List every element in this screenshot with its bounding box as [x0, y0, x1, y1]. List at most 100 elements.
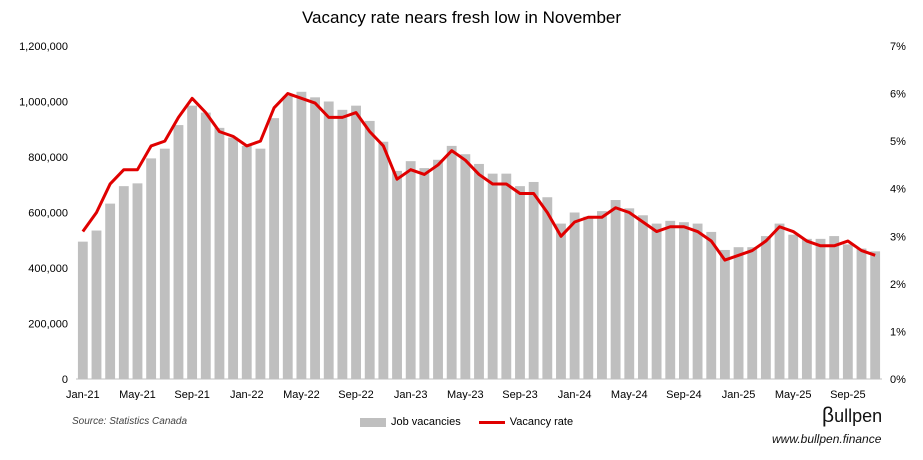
legend: Job vacancies Vacancy rate: [360, 416, 591, 428]
bar-job-vacancies: [624, 208, 635, 379]
bar-job-vacancies: [774, 223, 785, 379]
bar-job-vacancies: [337, 109, 348, 379]
bar-job-vacancies: [200, 112, 211, 379]
bar-job-vacancies: [91, 230, 102, 379]
brand-beta-glyph: β: [822, 404, 835, 427]
bar-job-vacancies: [378, 141, 389, 379]
bar-job-vacancies: [433, 159, 443, 379]
y-left-tick-label: 200,000: [28, 319, 68, 331]
x-tick-label: Jan-25: [722, 389, 756, 400]
legend-label-vacancy-rate: Vacancy rate: [509, 416, 574, 428]
bar-job-vacancies: [829, 236, 840, 379]
website-url: www.bullpen.finance: [772, 432, 882, 446]
bar-job-vacancies: [419, 168, 430, 379]
source-note: Source: Statistics Canada: [72, 416, 188, 427]
bar-job-vacancies: [542, 197, 553, 379]
bar-job-vacancies: [801, 238, 812, 379]
y-right-tick-label: 0%: [890, 374, 906, 386]
bar-job-vacancies: [405, 161, 416, 379]
x-tick-label: Sep-22: [338, 389, 373, 400]
bar-job-vacancies: [842, 244, 853, 379]
bar-job-vacancies: [228, 137, 239, 379]
bar-job-vacancies: [651, 223, 662, 379]
y-right-tick-label: 2%: [890, 279, 906, 291]
bar-job-vacancies: [597, 211, 607, 379]
bar-job-vacancies: [706, 231, 717, 379]
bar-job-vacancies: [282, 95, 293, 379]
bar-job-vacancies: [187, 105, 198, 379]
y-left-tick-label: 0: [62, 374, 68, 386]
y-right-tick-label: 1%: [890, 326, 906, 338]
bar-job-vacancies: [351, 105, 361, 379]
bar-job-vacancies: [446, 145, 457, 379]
x-tick-label: May-22: [283, 389, 320, 400]
bar-job-vacancies: [556, 223, 566, 379]
legend-swatch-bar: [360, 417, 386, 427]
bar-job-vacancies: [515, 186, 525, 379]
line-vacancy-rate: [81, 92, 876, 262]
bar-job-vacancies: [269, 118, 280, 380]
bar-job-vacancies: [747, 247, 758, 379]
bar-job-vacancies: [392, 170, 402, 380]
brand-name: ullpen: [834, 406, 883, 426]
bar-job-vacancies: [665, 220, 676, 379]
bar-job-vacancies: [638, 215, 648, 379]
legend-item-vacancy-rate: Vacancy rate: [478, 416, 574, 428]
bar-job-vacancies: [132, 183, 143, 379]
legend-label-job-vacancies: Job vacancies: [391, 416, 461, 428]
bar-job-vacancies: [460, 154, 471, 379]
bar-job-vacancies: [501, 173, 512, 379]
bar-job-vacancies: [310, 97, 320, 379]
bar-job-vacancies: [487, 173, 498, 379]
x-tick-label: Sep-21: [174, 389, 209, 400]
bar-job-vacancies: [610, 200, 621, 379]
bar-job-vacancies: [528, 181, 539, 379]
line-layer: [81, 92, 876, 262]
brand-logo: βullpen: [822, 404, 882, 428]
x-tick-label: Sep-23: [502, 389, 537, 400]
bar-job-vacancies: [815, 238, 826, 379]
bar-job-vacancies: [569, 212, 580, 379]
y-right-tick-label: 5%: [890, 136, 906, 148]
y-left-tick-label: 600,000: [28, 208, 68, 220]
bar-job-vacancies: [173, 125, 184, 379]
bar-job-vacancies: [870, 251, 881, 379]
x-tick-label: May-23: [447, 389, 484, 400]
bar-job-vacancies: [118, 186, 129, 379]
bar-job-vacancies: [214, 127, 225, 379]
bar-job-vacancies: [77, 241, 88, 379]
y-right-tick-label: 7%: [890, 41, 906, 53]
ticks-layer: 0 200,000 400,000 600,000 800,000 1,000,000 1,…: [19, 41, 906, 400]
chart-title: Vacancy rate nears fresh low in November: [301, 8, 622, 27]
bar-job-vacancies: [323, 101, 334, 379]
x-tick-label: May-24: [611, 389, 648, 400]
y-left-tick-label: 1,000,000: [19, 97, 68, 109]
bars-layer: [77, 91, 881, 380]
bar-job-vacancies: [692, 223, 703, 379]
x-tick-label: Sep-25: [830, 389, 865, 400]
bar-job-vacancies: [159, 148, 170, 379]
bar-job-vacancies: [296, 91, 307, 379]
bar-job-vacancies: [679, 222, 689, 379]
bar-job-vacancies: [856, 248, 867, 379]
x-tick-label: Jan-22: [230, 389, 264, 400]
y-right-tick-label: 6%: [890, 89, 906, 101]
bar-job-vacancies: [146, 158, 157, 379]
bar-job-vacancies: [583, 216, 594, 379]
bar-job-vacancies: [364, 120, 375, 380]
bar-job-vacancies: [719, 249, 730, 379]
y-left-tick-label: 800,000: [28, 152, 68, 164]
y-left-tick-label: 400,000: [28, 263, 68, 275]
bar-job-vacancies: [474, 163, 484, 379]
x-tick-label: May-25: [775, 389, 812, 400]
legend-swatch-line: [478, 420, 505, 424]
bar-job-vacancies: [733, 247, 744, 379]
bar-job-vacancies: [788, 234, 799, 379]
x-tick-label: Jan-23: [394, 389, 428, 400]
chart-plot: 0 200,000 400,000 600,000 800,000 1,000,000 1,…: [19, 41, 906, 400]
x-tick-label: May-21: [119, 389, 156, 400]
x-tick-label: Sep-24: [666, 389, 701, 400]
y-right-tick-label: 3%: [890, 231, 906, 243]
bar-job-vacancies: [241, 145, 252, 379]
bar-job-vacancies: [760, 236, 771, 379]
